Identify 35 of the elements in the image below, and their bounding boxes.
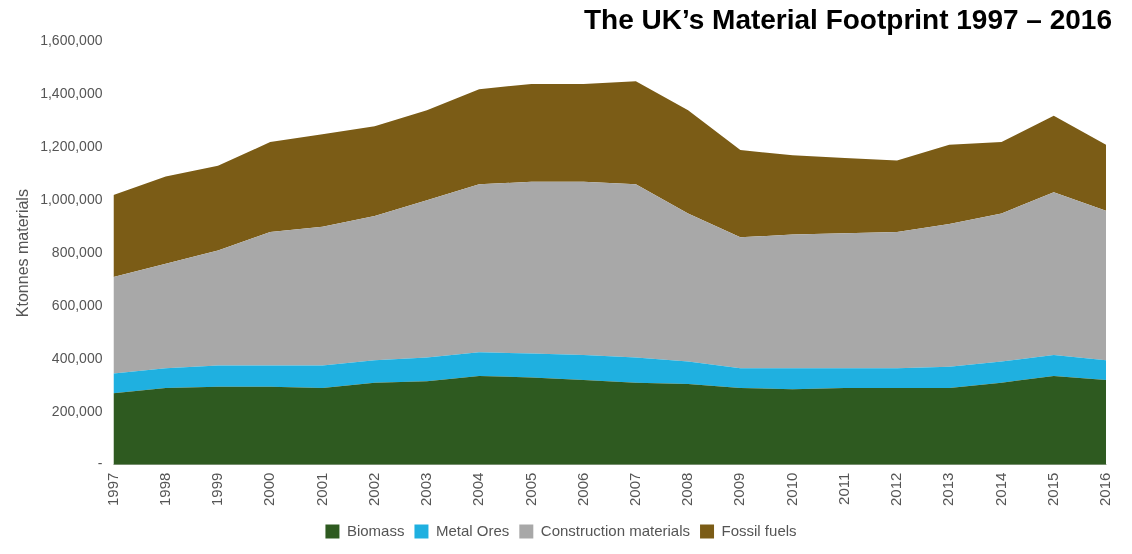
x-tick-label: 2014 xyxy=(991,472,1009,507)
x-tick-label: 2006 xyxy=(573,472,591,507)
y-tick-label: 1,200,000 xyxy=(40,138,103,155)
x-tick-label: 2016 xyxy=(1096,472,1114,507)
chart-title: The UK’s Material Footprint 1997 – 2016 xyxy=(583,3,1112,35)
y-tick-label: 1,400,000 xyxy=(40,85,103,102)
y-tick-label: 600,000 xyxy=(51,296,103,313)
y-tick-label: 1,600,000 xyxy=(40,32,103,49)
x-tick-label: 2003 xyxy=(417,472,435,507)
y-tick-label: 800,000 xyxy=(51,243,103,260)
x-tick-label: 2005 xyxy=(521,472,539,507)
x-tick-label: 1999 xyxy=(208,472,226,507)
y-axis-title: Ktonnes materials xyxy=(14,189,32,318)
y-tick-label: 1,000,000 xyxy=(40,191,103,208)
y-tick-label: 200,000 xyxy=(51,402,103,419)
x-tick-label: 2007 xyxy=(626,472,643,507)
x-tick-label: 2009 xyxy=(730,472,748,507)
x-tick-label: 2013 xyxy=(939,472,957,507)
x-tick-label: 2004 xyxy=(469,472,487,507)
x-tick-label: 2000 xyxy=(260,472,278,507)
x-tick-label: 2001 xyxy=(312,472,330,507)
x-tick-label: 2011 xyxy=(834,472,852,505)
y-tick-label: 400,000 xyxy=(51,349,103,366)
y-tick-label: - xyxy=(97,455,103,472)
x-tick-label: 1997 xyxy=(103,472,121,507)
x-tick-label: 2015 xyxy=(1043,472,1061,507)
legend-label: Construction materials xyxy=(540,521,691,539)
legend-label: Metal Ores xyxy=(435,521,510,539)
legend-label: Biomass xyxy=(346,521,405,539)
x-tick-label: 1998 xyxy=(155,472,173,507)
legend-label: Fossil fuels xyxy=(721,521,797,539)
x-tick-label: 2012 xyxy=(887,472,905,507)
x-tick-label: 2002 xyxy=(364,472,382,507)
x-tick-label: 2010 xyxy=(782,472,800,507)
x-tick-label: 2008 xyxy=(678,472,696,507)
